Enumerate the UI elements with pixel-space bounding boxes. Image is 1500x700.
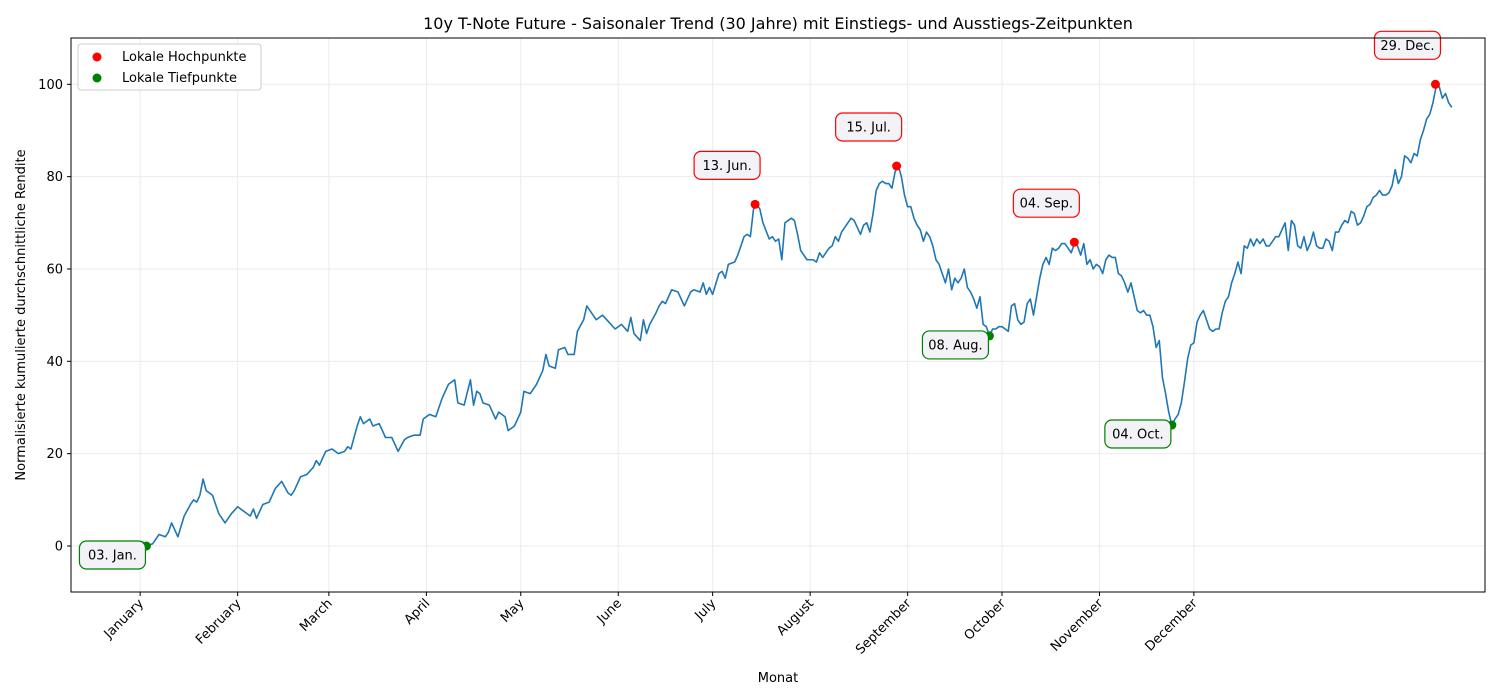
x-axis-label: Monat: [758, 671, 798, 686]
low-annotation-label: 08. Aug.: [928, 338, 982, 353]
legend-high-marker: [92, 52, 102, 62]
series-line-layer: [136, 85, 1453, 547]
legend-low-label: Lokale Tiefpunkte: [122, 71, 237, 86]
y-axis-label: Normalisierte kumulierte durchschnittlic…: [14, 149, 29, 480]
high-marker: [892, 161, 902, 171]
legend-high-label: Lokale Hochpunkte: [122, 50, 246, 65]
high-marker: [1430, 79, 1440, 89]
plot-frame: [70, 37, 1486, 593]
y-tick-label: 20: [46, 447, 63, 462]
y-tick-label: 80: [46, 170, 63, 185]
high-annotation-label: 04. Sep.: [1020, 197, 1073, 212]
legend-low-marker: [92, 73, 102, 83]
high-marker: [1069, 237, 1079, 247]
low-annotation-label: 04. Oct.: [1112, 428, 1163, 443]
high-annotation-box: [835, 112, 903, 142]
high-marker: [750, 199, 760, 209]
y-tick-label: 100: [38, 78, 63, 93]
y-tick-label: 40: [46, 355, 63, 370]
high-annotation-box: [1012, 188, 1080, 218]
legend: Lokale Hochpunkte Lokale Tiefpunkte: [77, 43, 262, 91]
high-annotation-box: [693, 150, 761, 180]
high-annotation-label: 15. Jul.: [846, 121, 891, 136]
series-line: [136, 85, 1453, 547]
chart-title: 10y T-Note Future - Saisonaler Trend (30…: [423, 14, 1133, 33]
low-annotation-box: [1104, 419, 1172, 449]
low-annotation-box: [921, 330, 990, 360]
high-annotation-label: 13. Jun.: [702, 159, 751, 174]
high-annotation-label: 29. Dec.: [1380, 39, 1434, 54]
low-annotation-box: [78, 540, 147, 570]
y-tick-label: 60: [46, 262, 63, 277]
grid: [71, 38, 1485, 592]
low-annotation-label: 03. Jan.: [88, 549, 137, 564]
date-annotations: 13. Jun. 15. Jul. 04. Sep. 29. Dec. 03. Jan.…: [78, 30, 1442, 570]
y-axis-ticks: 0 20 40 60 80 100: [38, 78, 71, 555]
legend-box: [77, 43, 262, 91]
y-tick-label: 0: [55, 540, 63, 555]
